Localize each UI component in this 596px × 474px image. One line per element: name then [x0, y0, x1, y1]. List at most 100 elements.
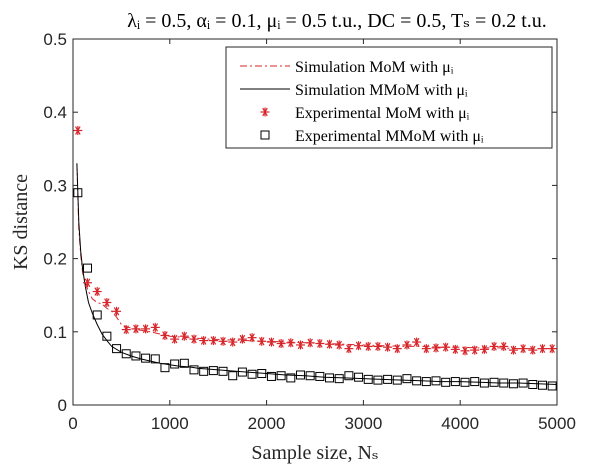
series-2 — [73, 126, 557, 356]
point-2-38 — [441, 342, 451, 352]
point-2-25 — [315, 339, 325, 349]
point-2-22 — [286, 338, 296, 348]
x-tick-label-1: 1000 — [151, 414, 189, 433]
legend-entry-1: Simulation MMoM with μᵢ — [240, 82, 468, 99]
point-3-4 — [112, 344, 122, 354]
point-3-49 — [547, 381, 557, 391]
point-2-28 — [344, 344, 354, 354]
point-3-10 — [170, 359, 180, 369]
point-3-34 — [402, 374, 412, 384]
legend-label-1: Simulation MMoM with μᵢ — [295, 82, 468, 99]
point-2-21 — [276, 339, 286, 349]
point-3-43 — [489, 377, 499, 387]
point-3-2 — [92, 310, 102, 320]
point-2-3 — [102, 298, 112, 308]
point-3-23 — [295, 370, 305, 380]
point-2-34 — [402, 340, 412, 350]
point-3-13 — [199, 366, 209, 376]
x-tick-label-4: 4000 — [441, 414, 479, 433]
point-2-46 — [518, 344, 528, 354]
chart-title: λᵢ = 0.5, αᵢ = 0.1, μᵢ = 0.5 t.u., DC = … — [127, 10, 547, 32]
tick-labels: 0 1000 2000 3000 4000 5000 0 0.1 0.2 0.3 0.4 0.5 — [43, 30, 576, 433]
legend-box — [225, 46, 553, 149]
point-2-31 — [373, 341, 383, 351]
point-2-0 — [73, 126, 83, 135]
point-3-21 — [276, 371, 286, 381]
point-2-10 — [170, 334, 180, 344]
point-3-29 — [354, 372, 364, 382]
point-2-47 — [528, 345, 538, 355]
y-axis-label: KS distance — [10, 174, 32, 270]
point-3-46 — [518, 378, 528, 388]
point-2-15 — [218, 336, 228, 346]
point-3-6 — [131, 351, 141, 361]
point-3-11 — [179, 358, 189, 368]
series-3 — [73, 188, 557, 391]
series-0 — [76, 163, 557, 350]
point-3-1 — [83, 263, 93, 273]
legend-label-2: Experimental MoM with μᵢ — [295, 105, 470, 122]
point-3-48 — [537, 380, 547, 390]
point-2-40 — [460, 346, 470, 356]
point-3-16 — [228, 371, 238, 381]
point-3-15 — [218, 366, 228, 376]
series-layer — [73, 126, 558, 391]
y-tick-label-4: 0.4 — [43, 103, 67, 122]
point-2-2 — [92, 287, 102, 297]
point-2-35 — [412, 337, 422, 347]
series-line-0 — [76, 163, 557, 350]
point-2-12 — [189, 334, 199, 344]
point-2-7 — [141, 324, 151, 334]
point-2-44 — [499, 341, 509, 351]
legend: Simulation MoM with μᵢ Simulation MMoM wi… — [225, 46, 553, 149]
y-tick-label-5: 0.5 — [43, 30, 67, 49]
point-3-36 — [421, 377, 431, 387]
tick-marks — [72, 38, 558, 406]
legend-swatch-2 — [260, 107, 270, 117]
x-axis-label: Sample size, Nₛ — [251, 442, 378, 464]
point-2-11 — [179, 331, 189, 341]
point-3-37 — [431, 376, 441, 386]
point-3-18 — [247, 369, 257, 379]
point-2-6 — [131, 324, 141, 334]
point-2-30 — [363, 341, 373, 351]
point-3-33 — [392, 375, 402, 385]
point-3-14 — [208, 366, 218, 376]
point-2-5 — [121, 325, 131, 335]
point-3-39 — [450, 377, 460, 387]
point-3-3 — [102, 331, 112, 341]
point-3-41 — [470, 377, 480, 387]
point-2-4 — [112, 306, 122, 316]
point-2-24 — [305, 338, 315, 348]
y-tick-label-0: 0 — [58, 396, 67, 415]
point-3-22 — [286, 373, 296, 383]
legend-entry-2: Experimental MoM with μᵢ — [260, 105, 470, 122]
point-3-8 — [150, 354, 160, 364]
point-3-20 — [266, 371, 276, 381]
point-3-38 — [441, 377, 451, 387]
legend-entry-3: Experimental MMoM with μᵢ — [260, 128, 484, 145]
point-2-43 — [489, 341, 499, 351]
x-tick-label-2: 2000 — [248, 414, 286, 433]
point-2-14 — [208, 336, 218, 346]
x-tick-label-3: 3000 — [344, 414, 382, 433]
point-3-44 — [499, 378, 509, 388]
y-tick-label-3: 0.3 — [43, 176, 67, 195]
point-3-19 — [257, 369, 267, 379]
y-tick-label-1: 0.1 — [43, 323, 67, 342]
point-2-49 — [547, 344, 557, 354]
point-3-31 — [373, 375, 383, 385]
point-3-32 — [383, 374, 393, 384]
point-2-18 — [247, 333, 257, 343]
point-3-40 — [460, 377, 470, 387]
point-3-24 — [305, 371, 315, 381]
point-3-25 — [315, 371, 325, 381]
point-2-33 — [392, 344, 402, 354]
point-2-41 — [470, 345, 480, 355]
legend-label-0: Simulation MoM with μᵢ — [295, 59, 454, 76]
point-3-30 — [363, 374, 373, 384]
point-3-7 — [141, 353, 151, 363]
point-2-42 — [479, 344, 489, 354]
